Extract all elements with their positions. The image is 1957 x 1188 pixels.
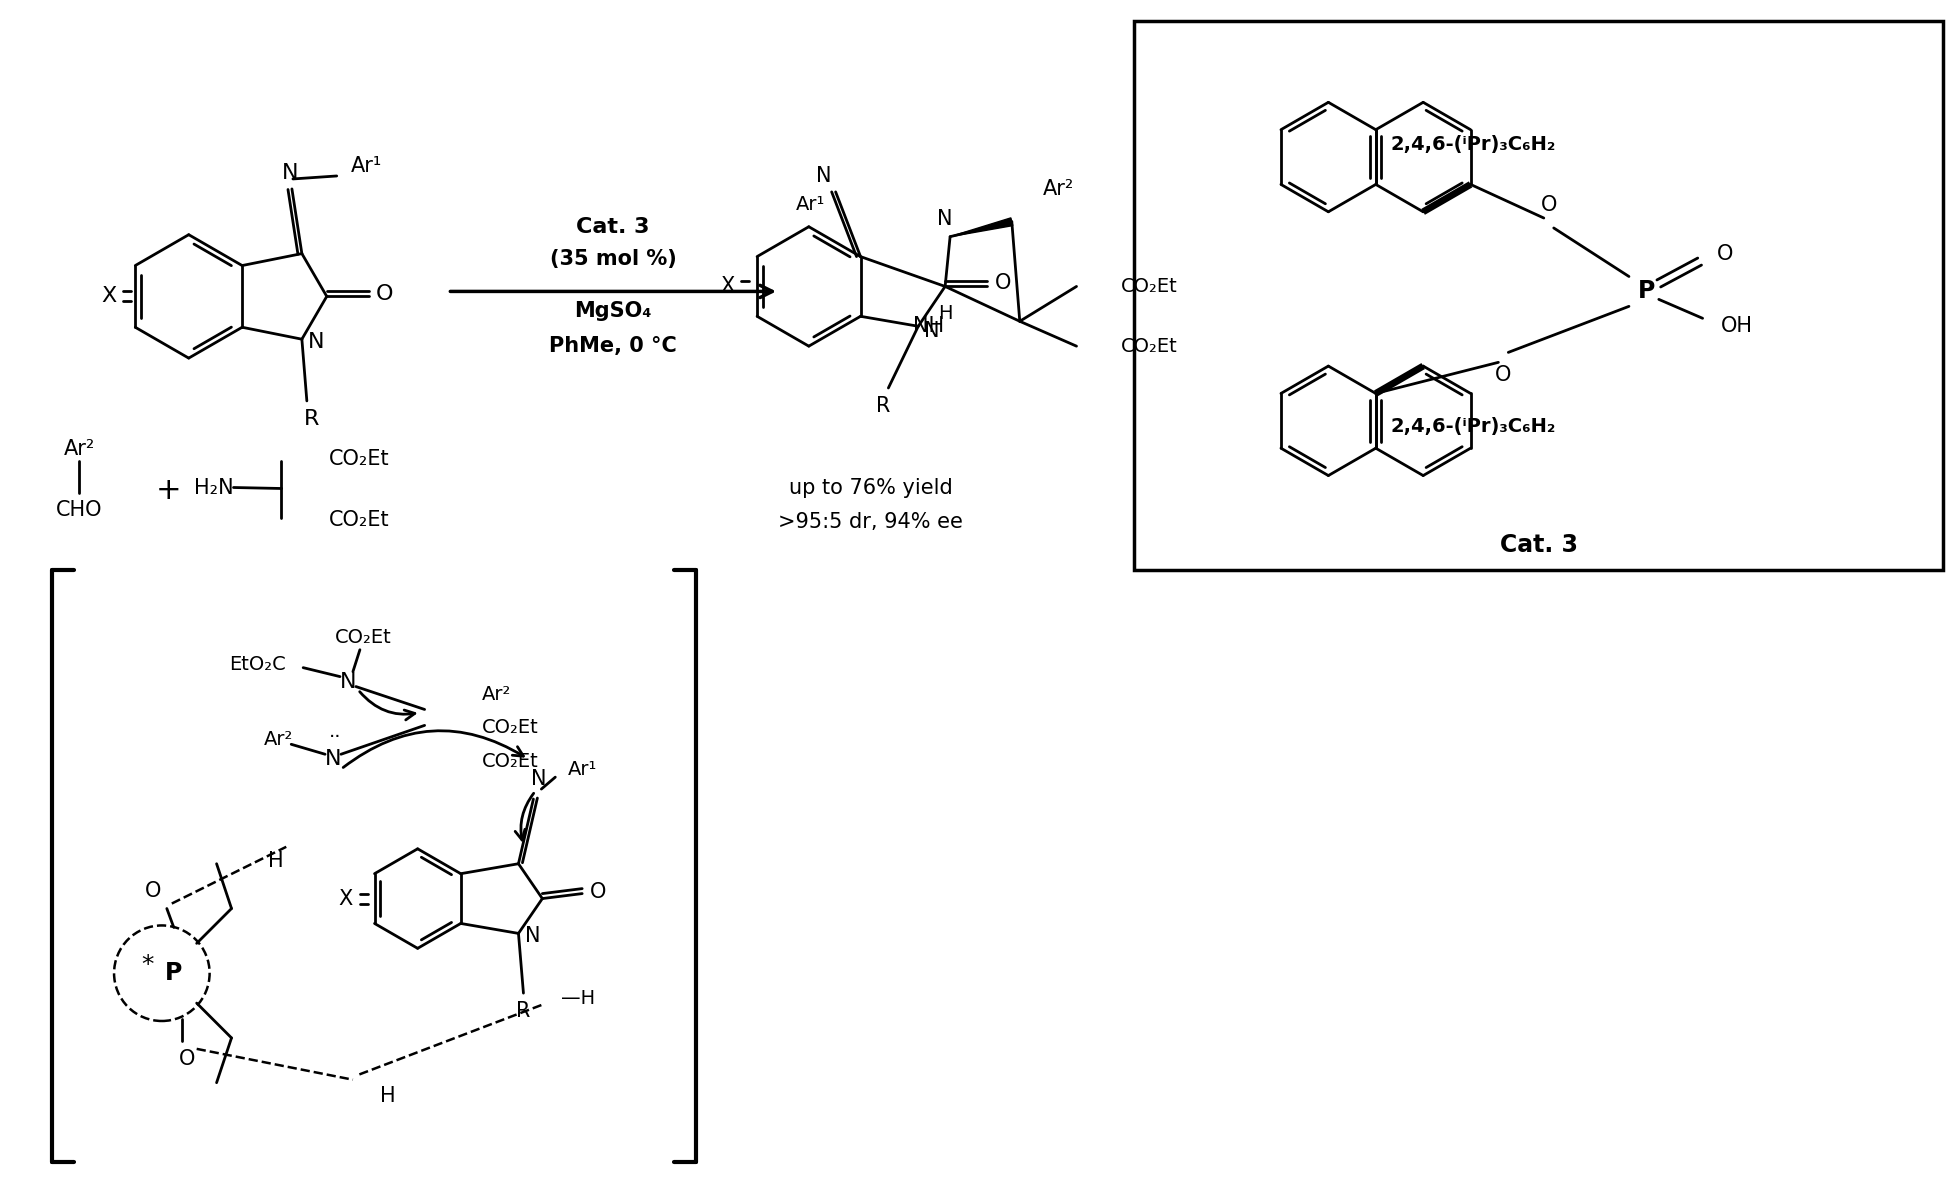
Text: O: O bbox=[376, 284, 393, 304]
Text: CO₂Et: CO₂Et bbox=[335, 628, 391, 647]
Text: P: P bbox=[164, 961, 182, 985]
Text: *: * bbox=[141, 953, 155, 978]
Text: R: R bbox=[517, 1001, 530, 1020]
Text: N: N bbox=[307, 333, 325, 352]
Polygon shape bbox=[949, 217, 1012, 236]
Text: Cat. 3: Cat. 3 bbox=[575, 216, 650, 236]
Text: H₂N: H₂N bbox=[194, 479, 233, 499]
Text: R: R bbox=[303, 409, 319, 429]
Text: X: X bbox=[720, 277, 734, 297]
Text: H: H bbox=[268, 851, 284, 871]
Text: Ar²: Ar² bbox=[1043, 179, 1074, 198]
Text: Cat. 3: Cat. 3 bbox=[1499, 533, 1577, 557]
Text: Ar²: Ar² bbox=[63, 438, 94, 459]
Text: PhMe, 0 °C: PhMe, 0 °C bbox=[550, 336, 677, 356]
Text: CO₂Et: CO₂Et bbox=[329, 511, 389, 530]
Text: N: N bbox=[816, 166, 832, 187]
Text: 2,4,6-(ⁱPr)₃C₆H₂: 2,4,6-(ⁱPr)₃C₆H₂ bbox=[1389, 135, 1556, 154]
Text: N: N bbox=[325, 750, 341, 769]
Text: CO₂Et: CO₂Et bbox=[481, 752, 538, 771]
Text: Ar¹: Ar¹ bbox=[568, 759, 597, 778]
Text: CO₂Et: CO₂Et bbox=[1121, 277, 1178, 296]
Text: R: R bbox=[877, 396, 890, 416]
Text: O: O bbox=[145, 880, 160, 901]
Text: OH: OH bbox=[1720, 316, 1752, 336]
Text: O: O bbox=[1716, 244, 1732, 264]
Bar bbox=[1133, 20, 1943, 570]
Text: X: X bbox=[102, 286, 117, 307]
Text: 2,4,6-(ⁱPr)₃C₆H₂: 2,4,6-(ⁱPr)₃C₆H₂ bbox=[1389, 417, 1556, 436]
Text: NH: NH bbox=[912, 316, 943, 336]
Text: O: O bbox=[1495, 365, 1511, 385]
Text: up to 76% yield: up to 76% yield bbox=[789, 479, 951, 499]
Text: O: O bbox=[994, 273, 1010, 293]
Text: P: P bbox=[1638, 279, 1656, 303]
Text: >95:5 dr, 94% ee: >95:5 dr, 94% ee bbox=[777, 512, 963, 532]
Text: N: N bbox=[524, 927, 540, 947]
Text: CO₂Et: CO₂Et bbox=[481, 718, 538, 737]
Text: N: N bbox=[282, 163, 297, 183]
Text: EtO₂C: EtO₂C bbox=[229, 655, 286, 674]
Text: Ar¹: Ar¹ bbox=[796, 195, 826, 214]
Text: N: N bbox=[530, 769, 546, 789]
Text: Ar²: Ar² bbox=[264, 729, 294, 748]
Text: X: X bbox=[339, 889, 352, 909]
Text: ··: ·· bbox=[329, 728, 341, 747]
Text: N: N bbox=[924, 321, 939, 341]
Text: N: N bbox=[341, 671, 356, 691]
Text: +: + bbox=[157, 476, 182, 505]
Text: O: O bbox=[1540, 195, 1556, 215]
Text: CO₂Et: CO₂Et bbox=[329, 449, 389, 468]
Text: H: H bbox=[937, 304, 951, 323]
Text: N: N bbox=[937, 209, 953, 229]
Text: O: O bbox=[178, 1049, 196, 1069]
Text: —H: —H bbox=[562, 988, 595, 1007]
Text: H: H bbox=[380, 1086, 395, 1106]
Text: (35 mol %): (35 mol %) bbox=[550, 248, 677, 268]
Text: CHO: CHO bbox=[57, 500, 102, 520]
Text: Ar²: Ar² bbox=[481, 685, 511, 704]
Text: Ar¹: Ar¹ bbox=[350, 156, 382, 176]
Text: MgSO₄: MgSO₄ bbox=[573, 302, 652, 321]
Text: O: O bbox=[589, 881, 607, 902]
Text: CO₂Et: CO₂Et bbox=[1121, 336, 1178, 355]
